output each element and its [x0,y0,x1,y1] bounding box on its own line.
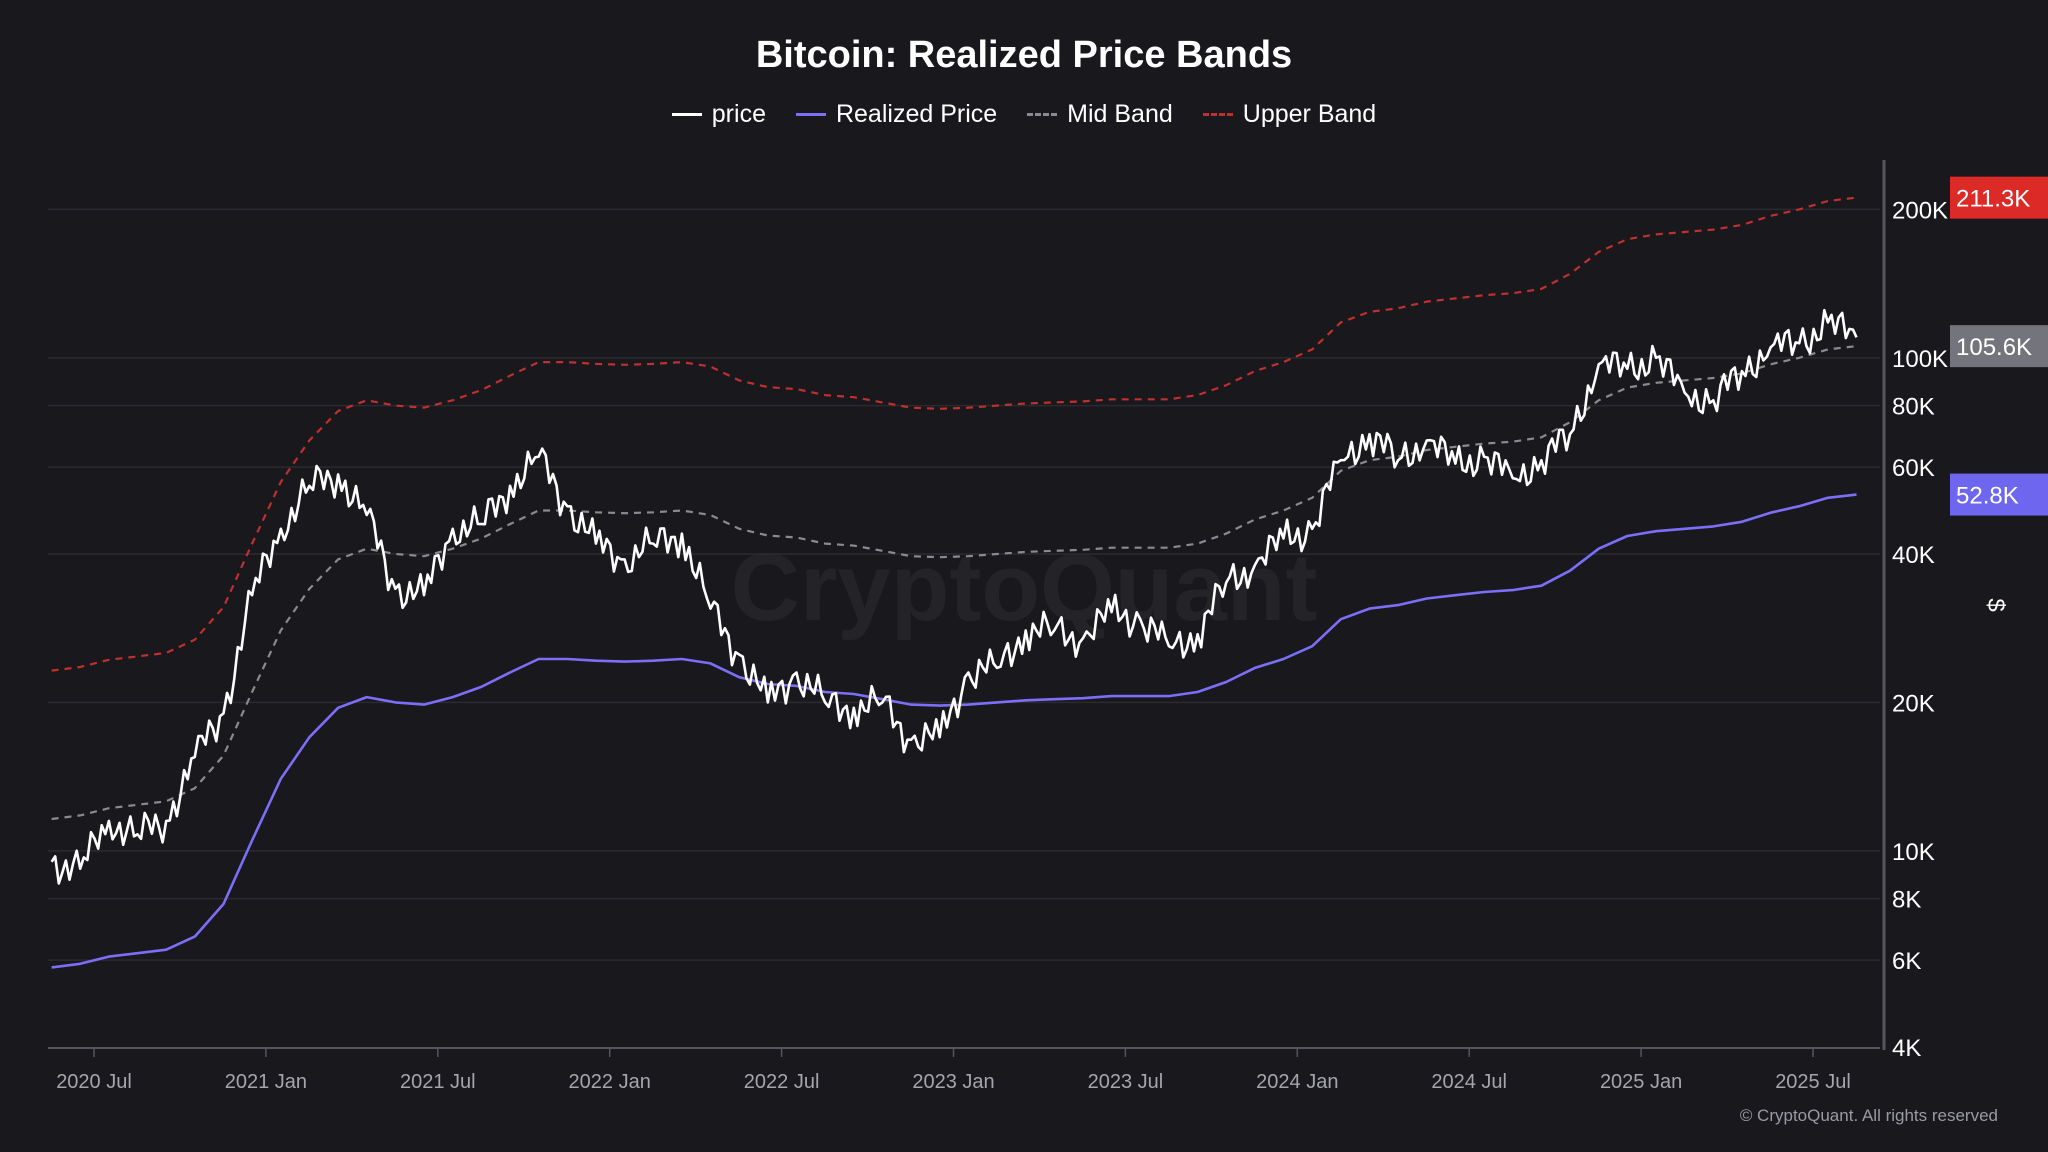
legend-swatch-realized [795,113,826,116]
y-axis-label: $ [1982,598,2009,611]
series-line-price [50,308,1858,885]
legend-swatch-mid [1027,113,1058,116]
legend-swatch-price [671,113,702,116]
legend-label: Realized Price [835,100,998,128]
x-tick-label: 2021 Jan [225,1071,307,1093]
legend-swatch-upper [1202,113,1233,116]
last-value-badge-mid [1950,325,2048,368]
last-value-badge-upper [1950,176,2048,219]
y-tick-label: 100K [1892,346,1948,373]
x-tick-label: 2025 Jan [1600,1071,1682,1093]
y-tick-label: 200K [1892,197,1948,224]
legend-item-upper-band[interactable]: Upper Band [1202,100,1377,129]
x-tick-label: 2020 Jul [56,1071,132,1093]
y-tick-label: 60K [1892,455,1935,482]
y-tick-label: 6K [1892,948,1921,975]
copyright: © CryptoQuant. All rights reserved [1739,1106,1998,1125]
y-tick-label: 20K [1892,690,1935,717]
legend: price Realized Price Mid Band Upper Band [0,100,2048,129]
y-tick-label: 80K [1892,394,1935,421]
x-tick-label: 2022 Jan [569,1071,651,1093]
x-tick-label: 2023 Jul [1088,1071,1164,1093]
legend-item-mid-band[interactable]: Mid Band [1027,100,1173,129]
legend-label: price [711,100,766,128]
last-value-label-mid: 105.6K [1956,334,2032,361]
x-tick-label: 2022 Jul [744,1071,820,1093]
legend-item-realized-price[interactable]: Realized Price [795,100,998,129]
x-tick-label: 2024 Jan [1256,1071,1338,1093]
series-line-upper [51,196,1857,672]
legend-item-price[interactable]: price [671,100,766,129]
y-tick-label: 4K [1892,1035,1921,1062]
legend-label: Upper Band [1242,100,1377,128]
last-value-badge-realized [1950,473,2048,516]
last-value-label-realized: 52.8K [1956,483,2019,510]
legend-label: Mid Band [1067,100,1173,128]
y-tick-label: 8K [1892,887,1921,914]
watermark: CryptoQuant [731,534,1318,641]
last-value-label-upper: 211.3K [1956,186,2030,213]
series-line-mid [51,345,1857,821]
y-tick-label: 40K [1892,542,1935,569]
chart-title: Bitcoin: Realized Price Bands [755,34,1293,76]
y-tick-label: 10K [1892,839,1935,866]
x-tick-label: 2021 Jul [400,1071,476,1093]
x-tick-label: 2023 Jan [912,1071,994,1093]
x-tick-label: 2025 Jul [1775,1071,1851,1093]
x-tick-label: 2024 Jul [1431,1071,1507,1093]
